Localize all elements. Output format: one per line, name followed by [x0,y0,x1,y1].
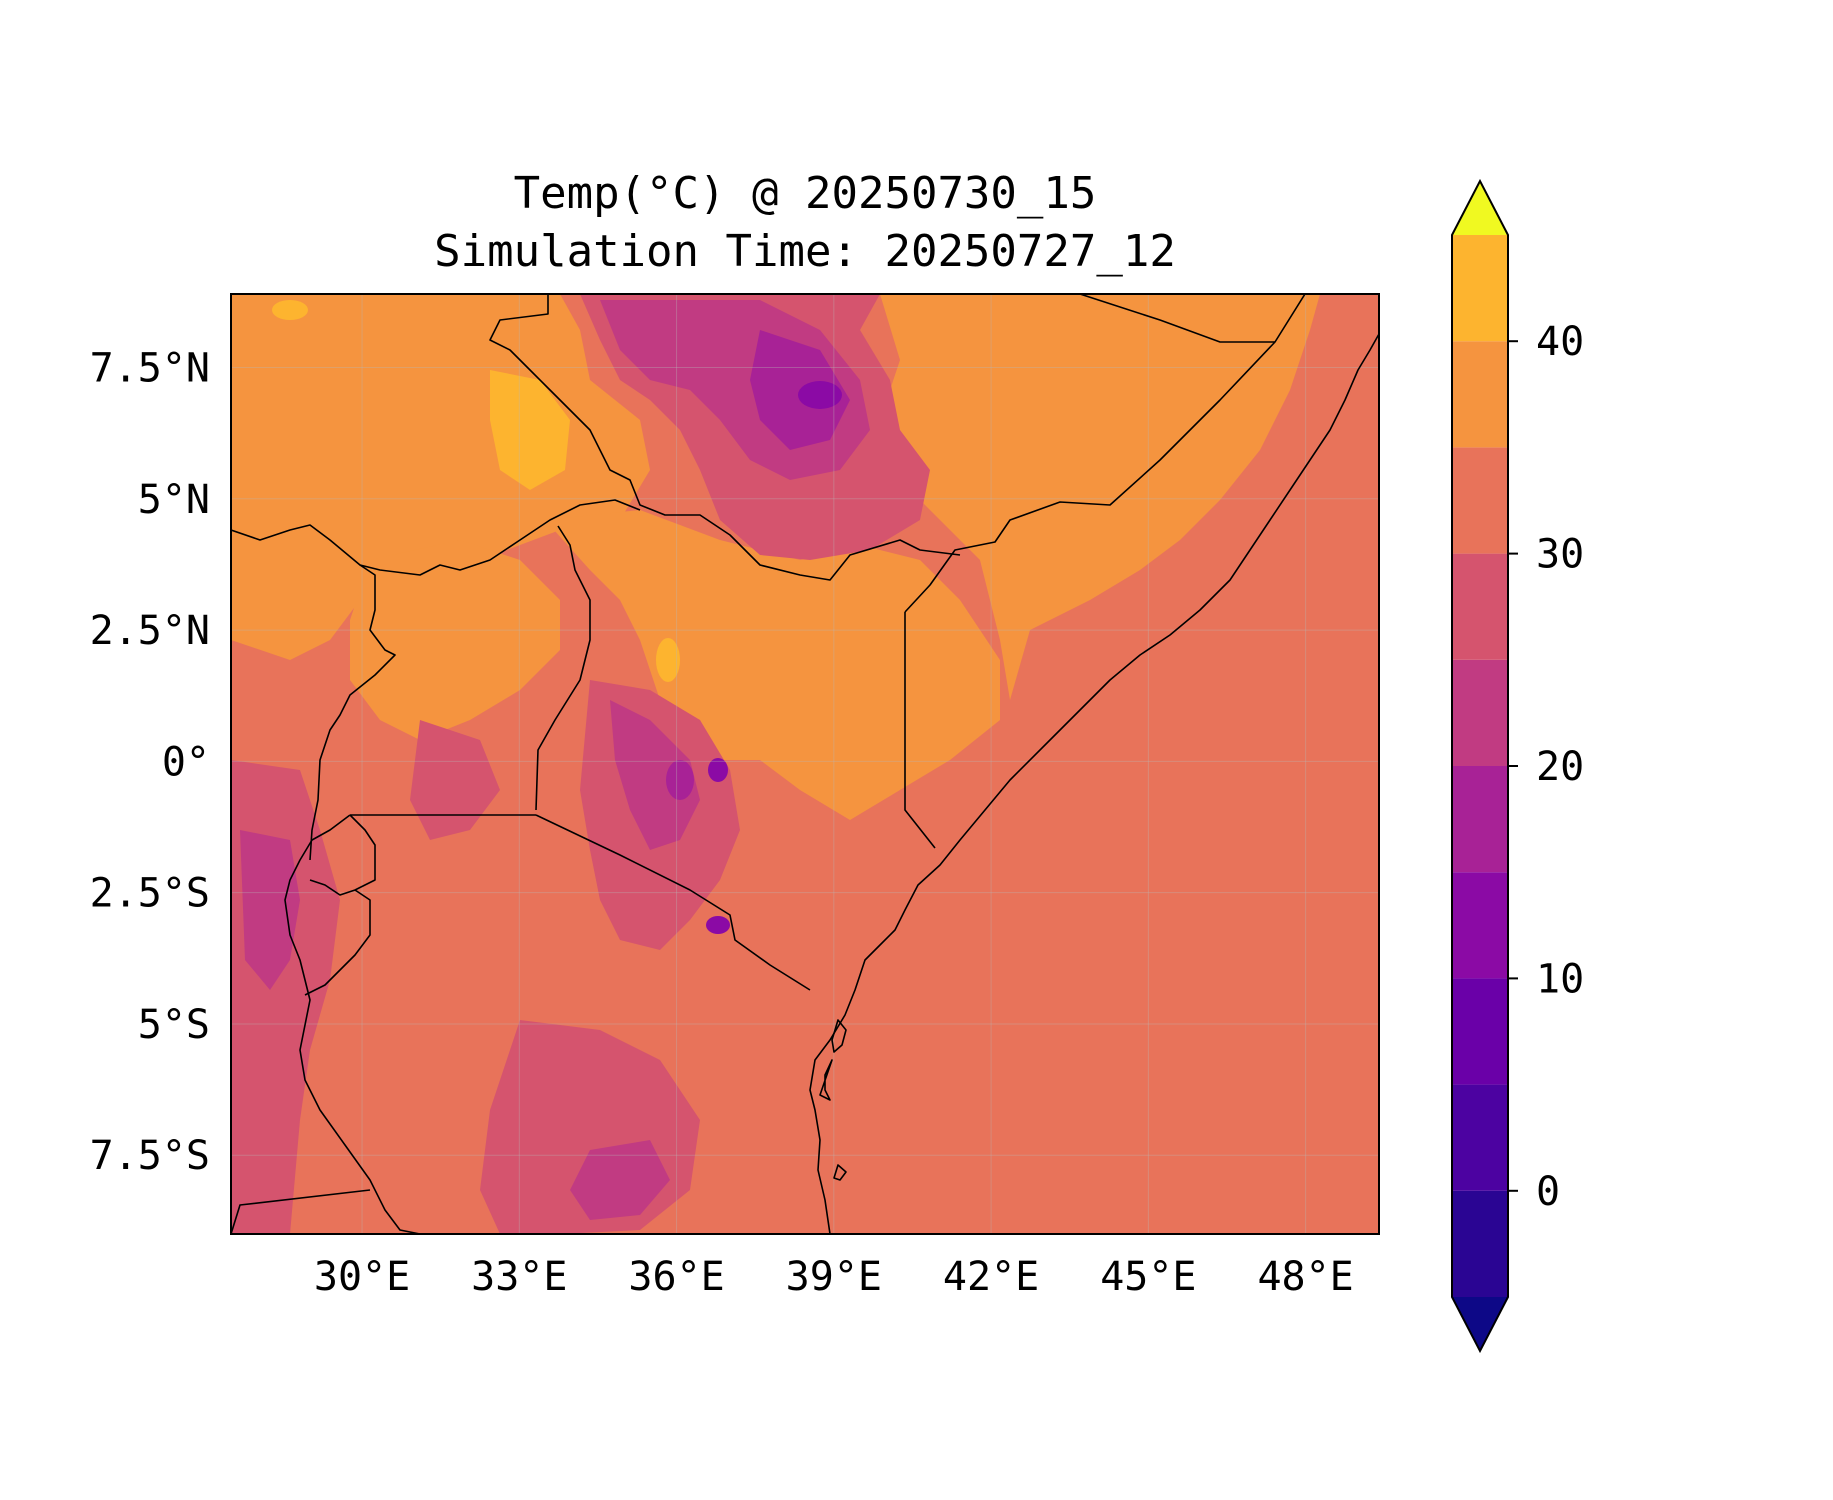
coastline-east-africa [809,333,1379,1234]
colorbar-outline [1451,178,1509,1354]
contour-uganda [350,540,560,740]
lat-tick-label-2: 2.5°N [90,608,210,654]
title-line-1: Temp(°C) @ 20250730_15 [514,168,1097,219]
map-gridlines [231,294,1379,1234]
title-line-2: Simulation Time: 20250727_12 [434,226,1176,277]
island-mafia [833,1164,847,1181]
lat-tick-label-1: 5°N [138,477,210,523]
colorbar-tick-label-4: 40 [1536,319,1584,365]
temperature-contours-highlands-ethiopia [580,294,930,560]
colorbar-tick-label-2: 20 [1536,744,1584,790]
colorbar-tick-labels: 0 10 20 30 40 [1508,319,1584,1215]
border-south-sudan-ethiopia [489,294,961,581]
colorbar-segment-4 [1452,766,1508,873]
colorbar-segment-6 [1452,553,1508,660]
longitude-tick-labels: 30°E 33°E 36°E 39°E 42°E 45°E 48°E [314,1254,1354,1300]
border-burundi-lake-tanganyika [304,889,371,996]
border-zambia-tanzania [231,1189,371,1234]
contour-north-kenya [545,510,1000,820]
lat-tick-label-0: 7.5°N [90,346,210,392]
border-ethiopia-somalia-north [1079,294,1275,343]
lon-tick-label-3: 39°E [786,1254,882,1300]
contour-rift-west-15-20 [240,830,300,990]
border-uganda-south-sudan [231,499,641,576]
border-uganda-drc [309,564,396,861]
border-kenya-somalia [904,612,936,849]
contour-uganda-highlands [410,720,500,840]
lon-tick-label-4: 42°E [943,1254,1039,1300]
contour-kenya-15-20 [610,700,700,850]
colorbar-segment-9 [1452,235,1508,342]
lat-tick-label-3: 0° [162,739,210,785]
temperature-contours-hot [272,300,680,682]
colorbar-under-extension [1452,1297,1508,1351]
lon-tick-label-2: 36°E [628,1254,724,1300]
contour-ethiopia-5-10 [798,381,842,409]
colorbar-segment-0 [1452,1190,1508,1297]
colorbar-segment-1 [1452,1084,1508,1191]
island-pemba [819,1059,833,1101]
colorbar-segment-8 [1452,341,1508,448]
contour-kenya-10-15 [666,760,694,800]
island-zanzibar [831,1019,847,1053]
lon-tick-label-6: 48°E [1257,1254,1353,1300]
border-kenya-uganda [535,525,591,811]
colorbar-tick-label-3: 30 [1536,532,1584,578]
colorbar-tick-label-1: 10 [1536,956,1584,1002]
border-rwanda-burundi [284,814,421,1234]
lon-tick-label-0: 30°E [314,1254,410,1300]
contour-tanzania-south-15-20 [570,1140,670,1220]
colorbar [1451,178,1509,1354]
map-frame [230,293,1380,1235]
colorbar-over-extension [1452,181,1508,235]
map-borders [231,294,1379,1234]
border-kenya-ethiopia-somalia [904,294,1306,613]
lon-tick-label-1: 33°E [471,1254,567,1300]
latitude-tick-labels: 7.5°N 5°N 2.5°N 0° 2.5°S 5°S 7.5°S [90,346,210,1180]
temperature-contours-highlands-kenya [231,680,740,1234]
lat-tick-label-6: 7.5°S [90,1133,210,1179]
colorbar-segment-2 [1452,978,1508,1085]
border-rwanda-outline [309,814,376,896]
contour-kilimanjaro [706,916,730,934]
colorbar-tick-label-0: 0 [1536,1169,1560,1215]
hot-spot-lake-turkana [656,638,680,682]
hot-spot-south-sudan [490,370,570,490]
contour-mount-kenya [708,758,728,782]
lat-tick-label-5: 5°S [138,1002,210,1048]
hot-spot-lowland [272,300,308,320]
lon-tick-label-5: 45°E [1100,1254,1196,1300]
lat-tick-label-4: 2.5°S [90,871,210,917]
contour-somalia-ethiopia [880,294,1320,700]
colorbar-segment-5 [1452,659,1508,766]
colorbar-segment-7 [1452,447,1508,554]
colorbar-segment-3 [1452,872,1508,979]
map-panel [231,294,1379,1234]
border-kenya-tanzania [535,814,811,991]
